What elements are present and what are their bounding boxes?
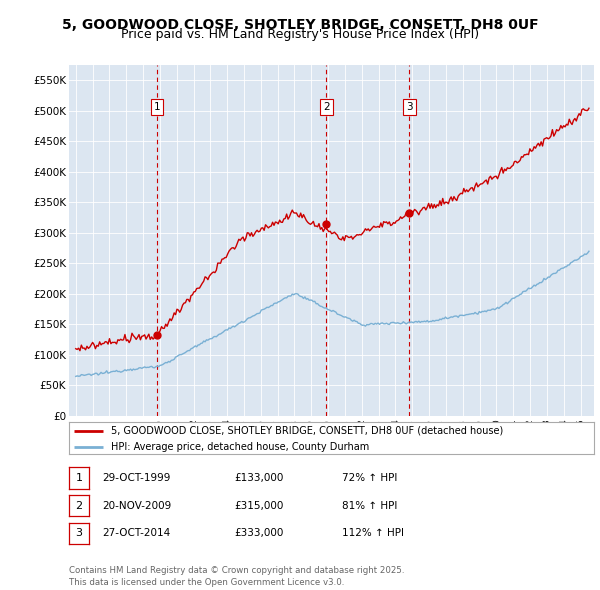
- Text: 1: 1: [76, 473, 82, 483]
- Text: Contains HM Land Registry data © Crown copyright and database right 2025.
This d: Contains HM Land Registry data © Crown c…: [69, 566, 404, 587]
- Text: 2: 2: [323, 102, 329, 112]
- Text: Price paid vs. HM Land Registry's House Price Index (HPI): Price paid vs. HM Land Registry's House …: [121, 28, 479, 41]
- Text: 29-OCT-1999: 29-OCT-1999: [102, 473, 170, 483]
- Text: 5, GOODWOOD CLOSE, SHOTLEY BRIDGE, CONSETT, DH8 0UF: 5, GOODWOOD CLOSE, SHOTLEY BRIDGE, CONSE…: [62, 18, 538, 32]
- Text: 3: 3: [406, 102, 413, 112]
- Text: 81% ↑ HPI: 81% ↑ HPI: [342, 501, 397, 510]
- Text: £133,000: £133,000: [234, 473, 283, 483]
- Text: £315,000: £315,000: [234, 501, 283, 510]
- Text: HPI: Average price, detached house, County Durham: HPI: Average price, detached house, Coun…: [111, 442, 369, 452]
- Text: 112% ↑ HPI: 112% ↑ HPI: [342, 529, 404, 538]
- Text: 72% ↑ HPI: 72% ↑ HPI: [342, 473, 397, 483]
- Text: 27-OCT-2014: 27-OCT-2014: [102, 529, 170, 538]
- Text: 5, GOODWOOD CLOSE, SHOTLEY BRIDGE, CONSETT, DH8 0UF (detached house): 5, GOODWOOD CLOSE, SHOTLEY BRIDGE, CONSE…: [111, 426, 503, 436]
- Text: 20-NOV-2009: 20-NOV-2009: [102, 501, 171, 510]
- Text: 1: 1: [154, 102, 160, 112]
- Text: 2: 2: [76, 501, 82, 510]
- Text: 3: 3: [76, 529, 82, 538]
- Text: £333,000: £333,000: [234, 529, 283, 538]
